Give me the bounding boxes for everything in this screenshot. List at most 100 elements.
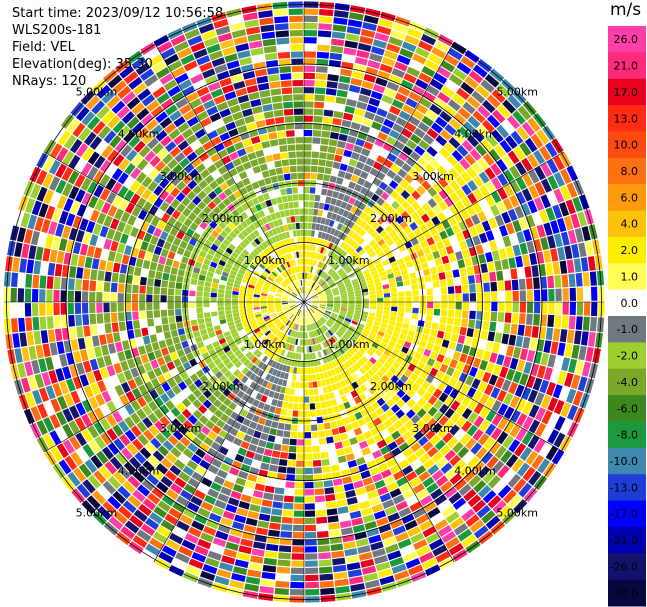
velocity-gate — [111, 322, 119, 333]
velocity-gate — [316, 65, 328, 73]
velocity-gate — [32, 389, 43, 405]
velocity-gate — [391, 394, 401, 403]
velocity-gate — [496, 354, 505, 366]
velocity-gate — [391, 384, 401, 393]
velocity-gate — [324, 363, 330, 371]
velocity-gate — [75, 402, 87, 416]
velocity-gate — [296, 453, 304, 460]
velocity-gate — [277, 203, 284, 211]
velocity-gate — [279, 371, 286, 379]
velocity-gate — [326, 436, 334, 444]
velocity-gate — [74, 174, 86, 188]
velocity-gate — [531, 326, 540, 338]
velocity-gate — [367, 283, 375, 288]
velocity-gate — [572, 196, 583, 213]
velocity-gate — [449, 234, 458, 245]
velocity-gate — [137, 465, 150, 478]
velocity-gate — [278, 233, 284, 241]
velocity-gate — [464, 336, 473, 346]
velocity-gate — [334, 300, 341, 302]
velocity-gate — [360, 148, 371, 157]
velocity-gate — [368, 386, 377, 395]
velocity-gate — [335, 199, 343, 207]
velocity-gate — [250, 320, 257, 326]
velocity-gate — [285, 320, 291, 326]
velocity-gate — [186, 190, 197, 201]
velocity-gate — [290, 216, 296, 223]
velocity-gate — [367, 335, 375, 342]
velocity-gate — [342, 386, 350, 394]
velocity-gate — [345, 315, 353, 320]
velocity-gate — [323, 422, 331, 430]
velocity-gate — [297, 273, 301, 280]
velocity-gate — [146, 224, 156, 235]
velocity-gate — [389, 414, 399, 424]
velocity-gate — [111, 168, 123, 181]
velocity-gate — [269, 81, 281, 89]
velocity-gate — [482, 272, 490, 283]
velocity-gate — [50, 446, 63, 462]
velocity-gate — [224, 298, 231, 302]
velocity-gate — [408, 91, 422, 103]
velocity-gate — [234, 319, 242, 325]
velocity-gate — [407, 231, 416, 240]
velocity-gate — [459, 326, 467, 336]
velocity-gate — [180, 53, 195, 66]
velocity-gate — [420, 33, 437, 46]
velocity-gate — [190, 41, 206, 53]
velocity-gate — [79, 218, 89, 231]
velocity-gate — [429, 434, 441, 446]
velocity-gate — [136, 396, 147, 408]
velocity-gate — [179, 262, 187, 271]
velocity-gate — [259, 586, 274, 594]
velocity-gate — [362, 302, 369, 306]
colorbar-swatch — [608, 263, 646, 291]
velocity-gate — [394, 140, 405, 151]
velocity-gate — [46, 276, 54, 289]
velocity-gate — [160, 475, 173, 488]
velocity-gate — [390, 292, 398, 298]
velocity-gate — [183, 483, 197, 495]
velocity-gate — [304, 489, 315, 496]
velocity-gate — [352, 115, 364, 124]
velocity-gate — [173, 459, 186, 471]
velocity-gate — [499, 139, 512, 154]
velocity-gate — [121, 340, 130, 351]
velocity-gate — [342, 334, 349, 341]
velocity-gate — [306, 287, 310, 294]
velocity-gate — [196, 313, 204, 319]
velocity-gate — [359, 384, 368, 393]
velocity-gate — [270, 335, 276, 342]
velocity-gate — [310, 292, 317, 297]
velocity-gate — [187, 442, 199, 453]
velocity-gate — [320, 587, 335, 595]
velocity-gate — [64, 455, 78, 471]
velocity-gate — [264, 268, 271, 274]
velocity-gate — [501, 333, 510, 345]
velocity-gate — [367, 490, 379, 500]
velocity-gate — [538, 209, 549, 224]
velocity-gate — [353, 145, 363, 154]
velocity-gate — [489, 240, 498, 251]
velocity-gate — [296, 151, 304, 158]
velocity-gate — [149, 261, 158, 271]
velocity-gate — [373, 510, 387, 520]
velocity-gate — [421, 151, 433, 163]
velocity-gate — [439, 230, 448, 240]
velocity-gate — [265, 280, 272, 285]
velocity-gate — [62, 423, 74, 439]
velocity-gate — [448, 167, 460, 179]
velocity-gate — [292, 307, 298, 313]
velocity-gate — [437, 427, 448, 439]
velocity-gate — [464, 257, 473, 267]
velocity-gate — [83, 206, 94, 220]
velocity-gate — [292, 531, 304, 539]
velocity-gate — [220, 255, 229, 263]
velocity-gate — [355, 256, 363, 263]
velocity-gate — [289, 322, 294, 329]
velocity-gate — [327, 319, 334, 325]
velocity-gate — [528, 404, 540, 419]
velocity-gate — [343, 47, 357, 56]
velocity-gate — [227, 338, 235, 346]
velocity-gate — [477, 433, 490, 446]
